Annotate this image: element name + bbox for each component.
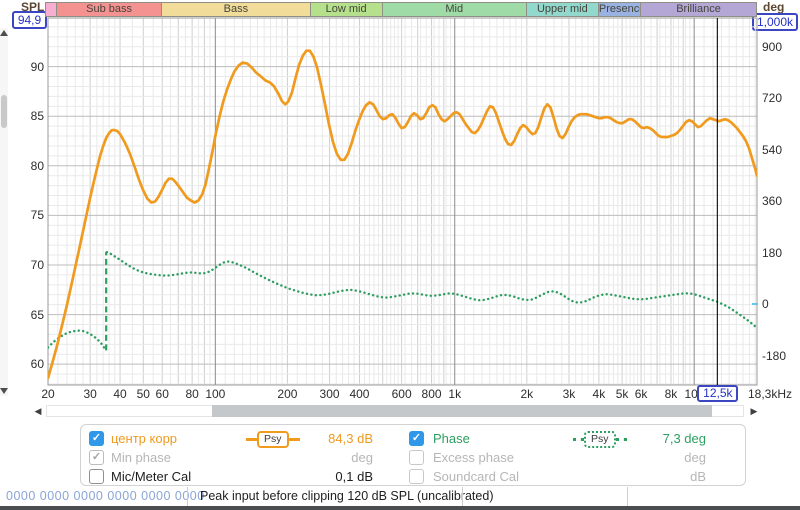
status-bar: 0000 0000 0000 0000 0000 0000 Peak input… [0,487,800,506]
band-upper-mid: Upper mid [526,2,599,17]
spl-tick-85: 85 [30,109,44,124]
legend-label: Min phase [111,450,171,465]
deg-tick-360: 360 [762,194,783,209]
legend-label: Phase [433,431,470,446]
status-separator [627,487,628,506]
freq-tick-100: 100 [205,387,226,401]
spl-curve [48,49,757,380]
freq-tick-1k: 1k [448,387,462,401]
scroll-up-icon[interactable] [0,30,8,36]
legend-value: 0,1 dB [335,469,373,484]
frequency-response-plot[interactable] [0,0,800,422]
band-low-mid: Low mid [310,2,383,17]
legend-row: Soundcard Cal dB [81,468,747,486]
freq-tick-800: 800 [421,387,442,401]
scroll-right-icon[interactable]: ▶ [750,406,758,416]
freq-tick-4k: 4k [592,387,606,401]
band-brilliance: Brilliance [641,2,757,17]
status-message: Peak input before clipping 120 dB SPL (u… [200,489,494,503]
checkbox-soundcard-cal[interactable] [409,469,424,484]
spl-tick-75: 75 [30,208,44,223]
spl-tick-70: 70 [30,257,44,272]
spl-tick-80: 80 [30,158,44,173]
freq-tick-18_3kHz: 18,3kHz [747,387,793,401]
checkbox-excess-phase[interactable] [409,450,424,465]
vertical-scrollbar-thumb[interactable] [1,95,7,128]
band-presence: Presence [598,2,642,17]
window-bottom-edge [0,506,800,510]
deg-axis-max-input[interactable]: 1,000k [752,13,798,31]
vertical-scrollbar[interactable] [0,28,8,396]
checkbox-min-phase[interactable]: ✓ [89,450,104,465]
status-separator [462,487,463,506]
freq-tick-80: 80 [185,387,199,401]
checkbox-mic-meter-cal[interactable] [89,469,104,484]
scroll-down-icon[interactable] [0,388,8,394]
freq-tick-50: 50 [136,387,150,401]
spl-tick-60: 60 [30,357,44,372]
legend-value: 7,3 deg [662,431,706,446]
cursor-frequency-box[interactable]: 12,5k [697,385,739,402]
deg-tick-720: 720 [762,91,783,106]
legend-label: центр корр [111,431,178,446]
horizontal-scrollbar[interactable]: ◀ ▶ [30,404,760,418]
spl-tick-90: 90 [30,59,44,74]
legend-label: Soundcard Cal [433,469,519,484]
freq-tick-300: 300 [319,387,340,401]
horizontal-scrollbar-thumb[interactable] [212,405,712,417]
freq-tick-5k: 5k [615,387,629,401]
freq-tick-40: 40 [113,387,127,401]
legend-panel: ✓ центр корр Psy 84,3 dB ✓ Min phase deg Mic/Me… [80,424,746,486]
freq-tick-2k: 2k [520,387,534,401]
legend-value: deg [351,450,373,465]
status-separator [187,487,188,506]
deg-tick-900: 900 [762,39,783,54]
phase-curve [48,329,107,352]
deg-tick-540: 540 [762,142,783,157]
freq-tick-600: 600 [391,387,412,401]
band-edge [44,2,57,17]
freq-tick-20: 20 [41,387,55,401]
band-mid: Mid [382,2,527,17]
legend-row: ✓ Phase Psy 7,3 deg [81,430,747,448]
deg-axis-label: deg [763,0,785,14]
phase-zero-marker [752,303,758,306]
spl-tick-65: 65 [30,307,44,322]
scroll-left-icon[interactable]: ◀ [34,406,42,416]
trace-style-badge: Psy [246,430,300,448]
legend-row: Mic/Meter Cal 0,1 dB [81,468,747,486]
freq-tick-3k: 3k [562,387,576,401]
legend-value: dB [690,469,706,484]
deg-tick--180: -180 [762,349,787,364]
freq-tick-200: 200 [277,387,298,401]
band-bass: Bass [162,2,311,17]
status-counters: 0000 0000 0000 0000 0000 0000 [6,489,205,503]
checkbox-центр-корр[interactable]: ✓ [89,431,104,446]
freq-tick-8k: 8k [664,387,678,401]
freq-tick-60: 60 [155,387,169,401]
legend-label: Mic/Meter Cal [111,469,192,484]
spl-axis-max-input[interactable]: 94,9 [12,11,47,29]
deg-tick-0: 0 [762,297,769,312]
checkbox-phase[interactable]: ✓ [409,431,424,446]
freq-tick-400: 400 [349,387,370,401]
spl-axis-label: SPL [21,0,45,14]
legend-value: 84,3 dB [328,431,373,446]
legend-label: Excess phase [433,450,514,465]
freq-tick-30: 30 [83,387,97,401]
legend-row: ✓ центр корр Psy 84,3 dB [81,430,747,448]
freq-tick-6k: 6k [634,387,648,401]
band-sub-bass: Sub bass [56,2,163,17]
legend-row: ✓ Min phase deg [81,449,747,467]
trace-style-badge: Psy [573,430,627,448]
legend-row: Excess phase deg [81,449,747,467]
legend-value: deg [684,450,706,465]
deg-tick-180: 180 [762,245,783,260]
